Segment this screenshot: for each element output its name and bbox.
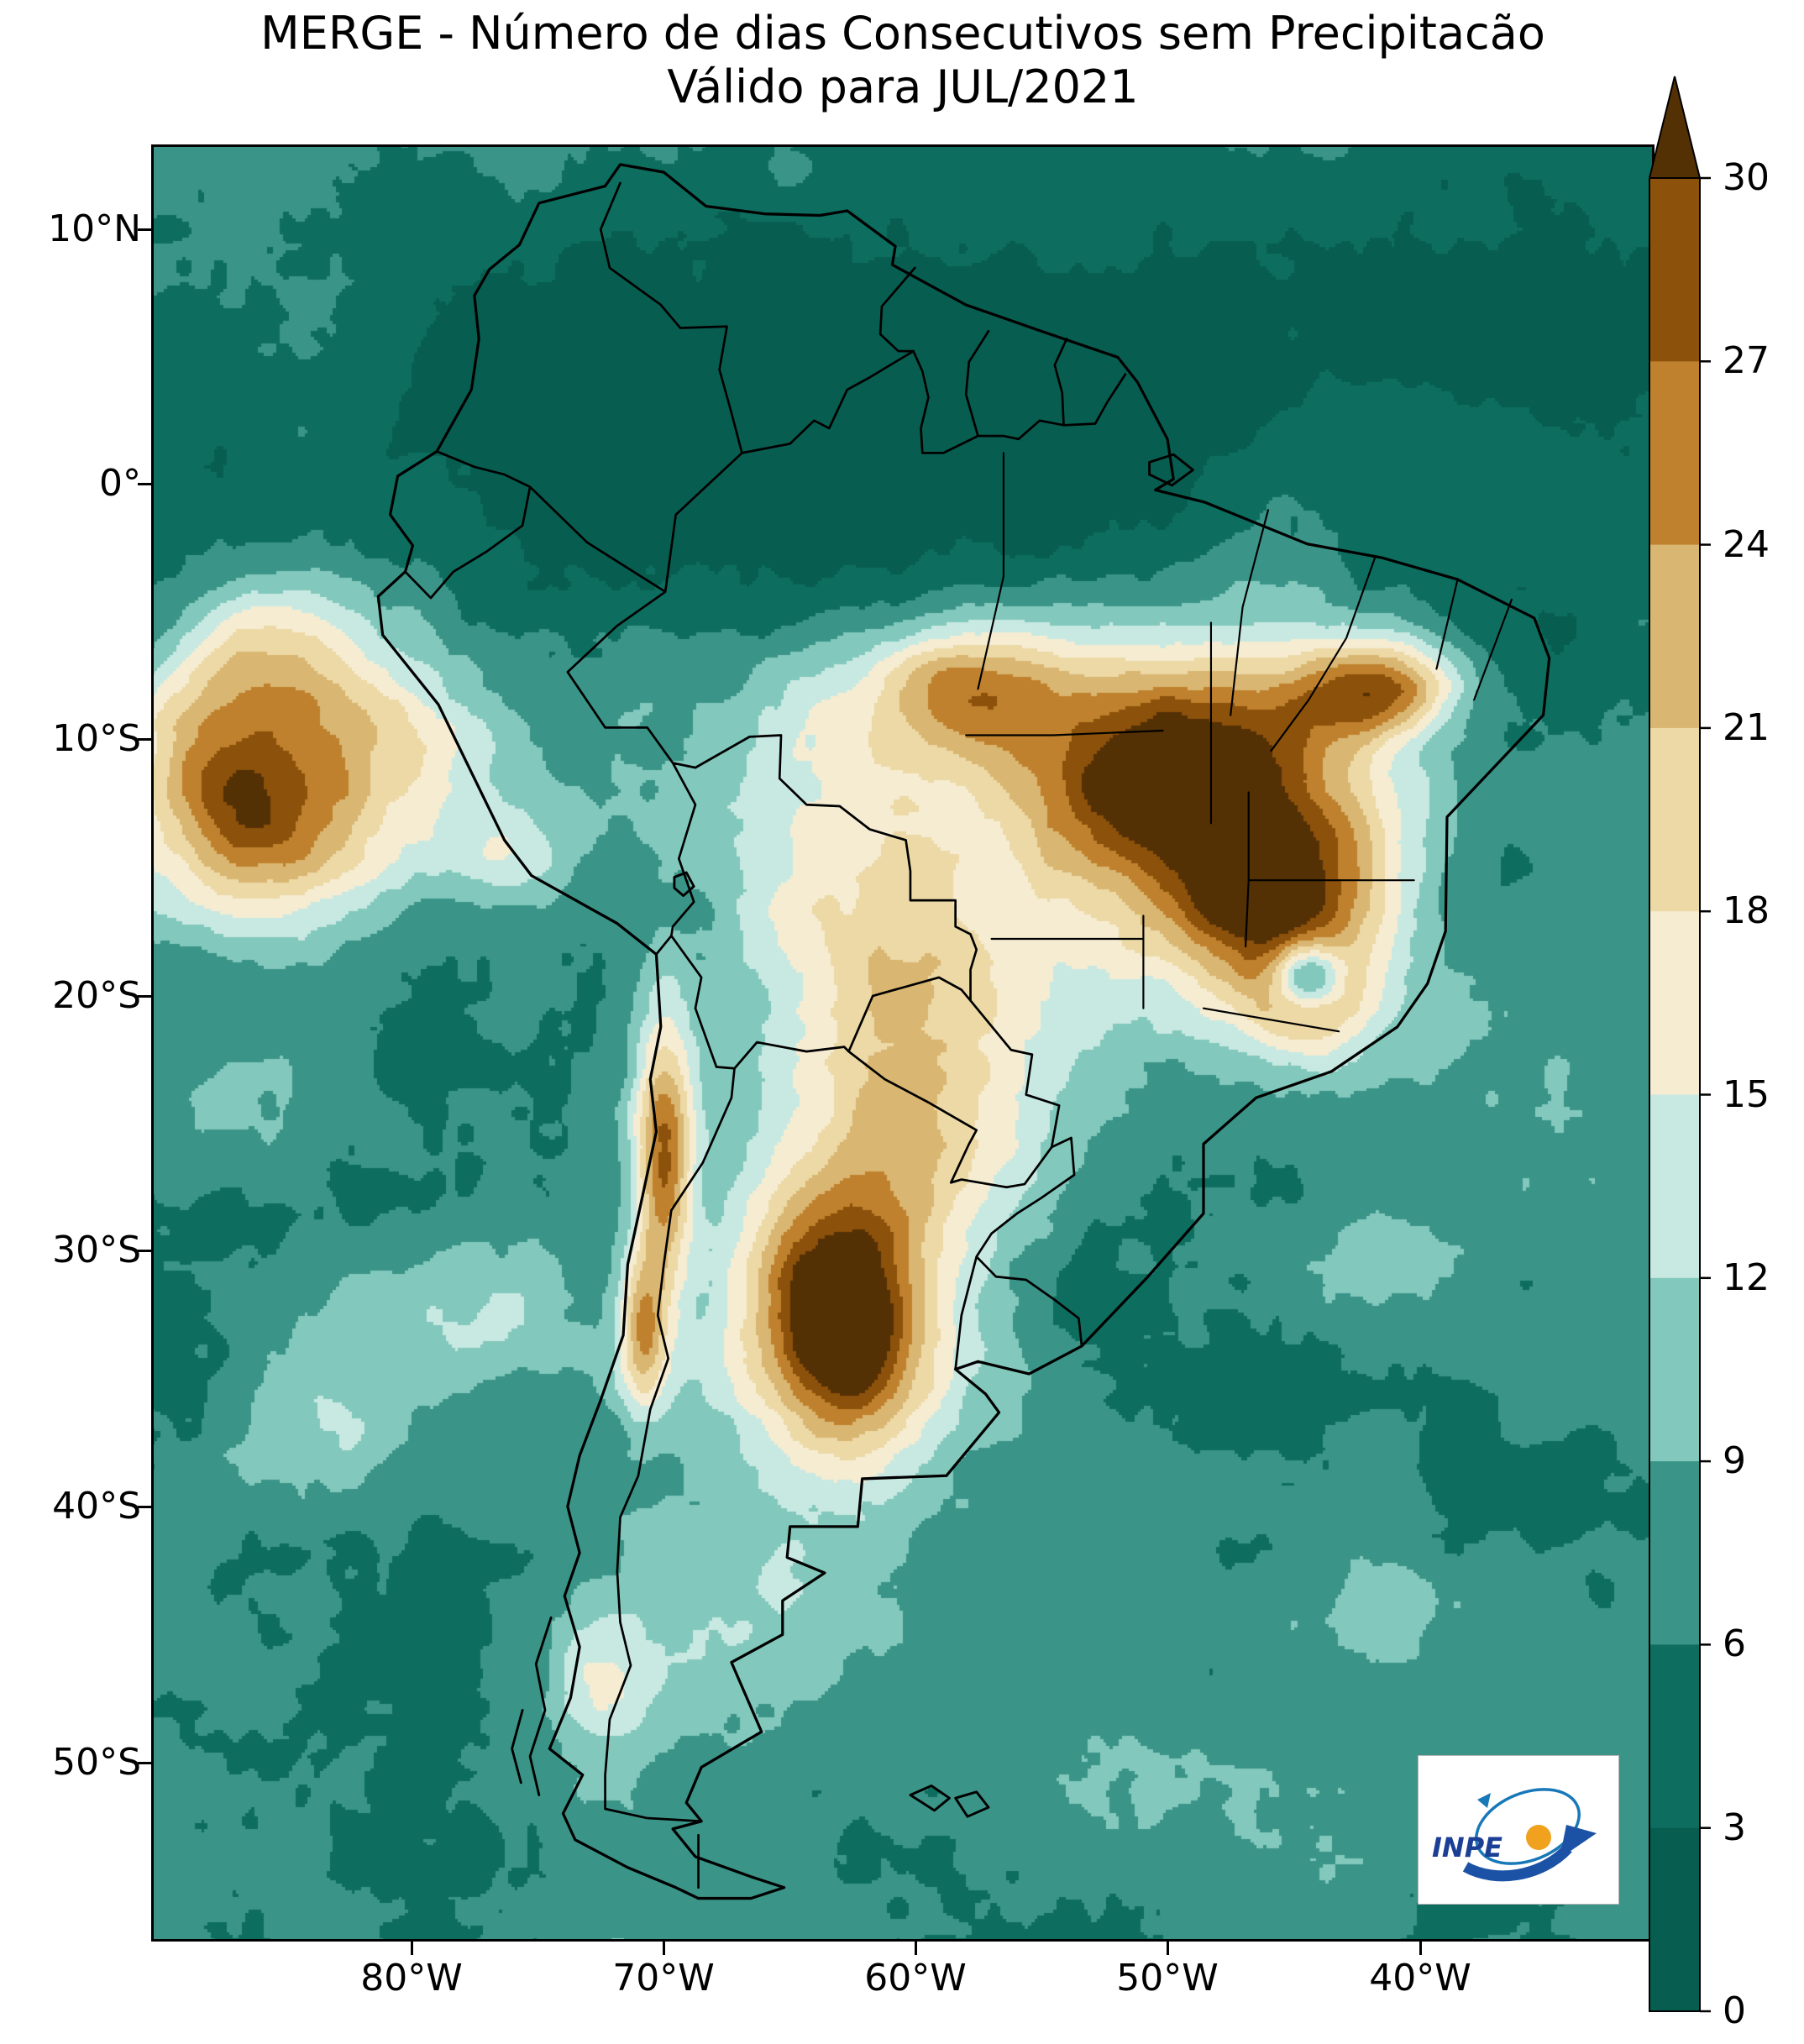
x-tick-mark bbox=[662, 1942, 665, 1955]
colorbar-segment bbox=[1649, 1644, 1700, 1829]
x-tick-label: 40°W bbox=[1369, 1957, 1471, 1999]
colorbar-segment bbox=[1649, 727, 1700, 913]
y-tick-label: 30°S bbox=[52, 1229, 141, 1271]
y-tick-label: 20°S bbox=[52, 974, 141, 1017]
logo-orbit-arrowhead-icon bbox=[1477, 1793, 1491, 1808]
x-tick-mark bbox=[1166, 1942, 1169, 1955]
figure-title: MERGE - Número de dias Consecutivos sem … bbox=[151, 7, 1655, 113]
colorbar-tick-label: 27 bbox=[1723, 339, 1770, 383]
colorbar-segment bbox=[1649, 178, 1700, 363]
state-borders bbox=[965, 452, 1513, 1033]
y-tick-mark bbox=[138, 1505, 151, 1508]
logo-arrow-icon bbox=[1462, 1844, 1572, 1882]
logo-text: INPE bbox=[1432, 1832, 1502, 1863]
x-tick-label: 70°W bbox=[612, 1957, 715, 1999]
colorbar-tick-label: 24 bbox=[1723, 522, 1770, 566]
x-tick-label: 80°W bbox=[360, 1957, 463, 1999]
y-tick-mark bbox=[138, 228, 151, 231]
title-line-1: MERGE - Número de dias Consecutivos sem … bbox=[260, 7, 1545, 60]
y-tick-label: 0° bbox=[99, 462, 141, 505]
coastline-borders-overlay bbox=[376, 163, 1551, 1900]
colorbar-segment bbox=[1649, 1827, 1700, 2012]
x-tick-mark bbox=[1419, 1942, 1422, 1955]
y-tick-mark bbox=[138, 1761, 151, 1764]
colorbar-segment bbox=[1649, 361, 1700, 546]
colorbar-segment bbox=[1649, 1461, 1700, 1646]
colorbar: 0 3 6 9 12 15 18 21 24 27 30 bbox=[1649, 74, 1804, 2032]
colorbar-tick-label: 3 bbox=[1723, 1806, 1746, 1849]
y-tick-label: 10°S bbox=[52, 717, 141, 760]
colorbar-segment bbox=[1649, 544, 1700, 729]
inpe-logo: INPE bbox=[1418, 1755, 1619, 1905]
y-tick-mark bbox=[138, 994, 151, 998]
precipitation-field-raster bbox=[151, 144, 1655, 1942]
title-line-2: Válido para JUL/2021 bbox=[667, 60, 1139, 113]
colorbar-tick-label: 18 bbox=[1723, 889, 1770, 933]
x-tick-mark bbox=[914, 1942, 917, 1955]
x-tick-label: 60°W bbox=[864, 1957, 967, 1999]
colorbar-segment bbox=[1649, 1277, 1700, 1463]
colorbar-over-arrow bbox=[1649, 76, 1702, 179]
y-tick-mark bbox=[138, 1249, 151, 1252]
y-tick-label: 10°N bbox=[48, 207, 141, 250]
south-america-coastline bbox=[376, 163, 1551, 1900]
map-plot-area: INPE bbox=[151, 144, 1655, 1942]
y-tick-mark bbox=[138, 737, 151, 741]
colorbar-tick-label: 6 bbox=[1723, 1622, 1746, 1666]
colorbar-segment bbox=[1649, 1094, 1700, 1279]
colorbar-bar bbox=[1649, 76, 1711, 2013]
logo-arrowhead-icon bbox=[1560, 1825, 1597, 1858]
x-tick-mark bbox=[410, 1942, 413, 1955]
colorbar-tick-label: 15 bbox=[1723, 1072, 1770, 1116]
inpe-logo-graphic: INPE bbox=[1432, 1788, 1597, 1882]
y-tick-label: 50°S bbox=[52, 1741, 141, 1784]
islands bbox=[511, 453, 1194, 1818]
colorbar-tick-label: 12 bbox=[1723, 1255, 1770, 1299]
colorbar-tick-label: 0 bbox=[1723, 1989, 1746, 2032]
logo-sphere-icon bbox=[1526, 1825, 1551, 1850]
colorbar-tick-label: 30 bbox=[1723, 156, 1770, 199]
country-borders bbox=[404, 181, 1127, 1889]
logo-orbit-icon bbox=[1475, 1788, 1581, 1865]
y-tick-mark bbox=[138, 482, 151, 485]
colorbar-tick-label: 21 bbox=[1723, 705, 1770, 749]
x-tick-label: 50°W bbox=[1116, 1957, 1219, 1999]
colorbar-segment bbox=[1649, 911, 1700, 1096]
colorbar-tick-label: 9 bbox=[1723, 1439, 1746, 1483]
y-tick-label: 40°S bbox=[52, 1485, 141, 1528]
